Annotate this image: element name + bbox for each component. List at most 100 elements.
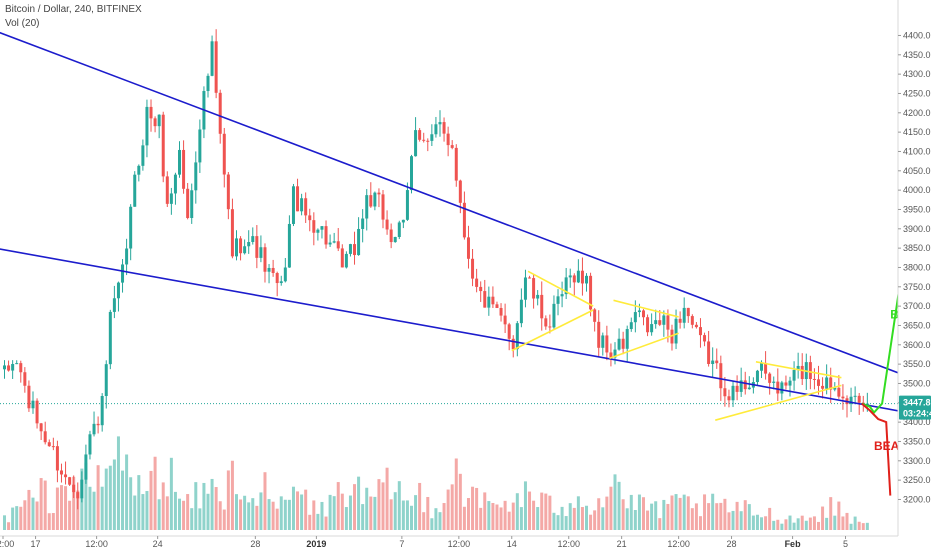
candle [540,281,544,331]
candle [210,35,214,77]
y-tick-label: 3200.0 [903,494,931,504]
candle-body [68,477,72,485]
candle [837,375,841,399]
volume-bar [658,518,662,530]
volume-bar [674,494,678,530]
candle [523,269,527,308]
candle [173,172,177,205]
triangle-1[interactable] [511,270,594,352]
candle-body [418,130,422,140]
candle [690,314,694,329]
triangle-edge [715,384,842,421]
volume-bar [743,500,747,530]
candle [108,309,112,370]
candle [104,360,108,409]
candle-body [857,395,861,403]
candle [332,232,336,244]
candle-body [625,329,629,349]
candle-body [287,223,291,268]
candle [568,268,572,288]
candle-body [153,118,157,127]
candle [149,99,153,132]
candle-body [263,247,267,272]
volume-bar [39,478,43,530]
candle-body [320,226,324,230]
volume-bar [361,504,365,530]
candle [853,386,857,405]
candle-body [511,338,515,350]
candle-body [817,379,820,386]
triangle-2[interactable] [609,299,679,360]
candle-body [495,304,499,308]
candle [336,228,340,252]
candle-body [365,195,369,219]
volume-bar [808,517,812,530]
candle-body [523,277,527,300]
candle-body [674,318,678,344]
candle [100,393,104,432]
candle-body [291,186,295,224]
candle [471,248,475,287]
candle-body [145,106,149,146]
candle-body [381,194,385,220]
candle-body [833,387,837,390]
candle [621,331,625,355]
volume-bar [312,500,316,530]
y-tick-label: 3350.0 [903,436,931,446]
bear-projection-path[interactable] [861,402,892,496]
candle [239,236,243,261]
triangle-3[interactable] [715,361,842,421]
volume-bar [585,505,589,530]
candle-body [348,244,352,254]
volume-bar [35,501,39,530]
volume-bar [694,503,698,530]
candle-body [825,377,829,389]
volume-bar [226,470,230,530]
volume-bar [536,507,540,530]
candle [593,308,597,332]
candle [560,281,564,308]
candle [7,360,11,372]
candle-body [19,363,23,373]
last-price-badge: 3447.803:24:41 [899,395,932,420]
volume-bar [389,499,393,530]
candle [47,439,51,447]
volume-bar [202,482,206,530]
volume-bar [825,517,829,530]
candle [340,244,344,268]
bull-projection-path[interactable] [861,271,932,415]
candle [344,251,348,269]
candle [316,228,320,241]
candle-body [572,275,576,283]
candle-body [589,275,593,310]
candle-body [401,219,405,223]
volume-bar [11,507,15,530]
candle-body [812,378,816,380]
candle [597,310,601,358]
volume-bar [47,513,51,530]
x-axis[interactable]: 12:00 17 12:00 24 28 2019 7 12:00 14 12:00 21 12:00… [0,535,932,549]
y-axis[interactable]: 3200.03250.03300.03350.03400.03450.03500… [897,0,932,550]
volume-bar [556,515,560,530]
volume-bar [845,512,849,530]
volume-bar [861,523,865,530]
volume-bar [580,507,584,530]
candle [715,348,719,369]
candle-body [475,278,479,287]
candle-body [821,385,825,389]
candle [3,360,6,379]
candle-body [707,341,711,364]
candle [641,309,645,326]
candles-layer [3,29,869,510]
volume-bar [84,462,88,530]
candle-body [108,311,112,365]
volume-bar [739,511,743,530]
candle [133,171,137,207]
volume-bar [153,456,157,530]
volume-bar [393,492,397,530]
volume-bar [141,494,145,530]
candle-body [780,382,784,394]
candle [499,303,503,322]
